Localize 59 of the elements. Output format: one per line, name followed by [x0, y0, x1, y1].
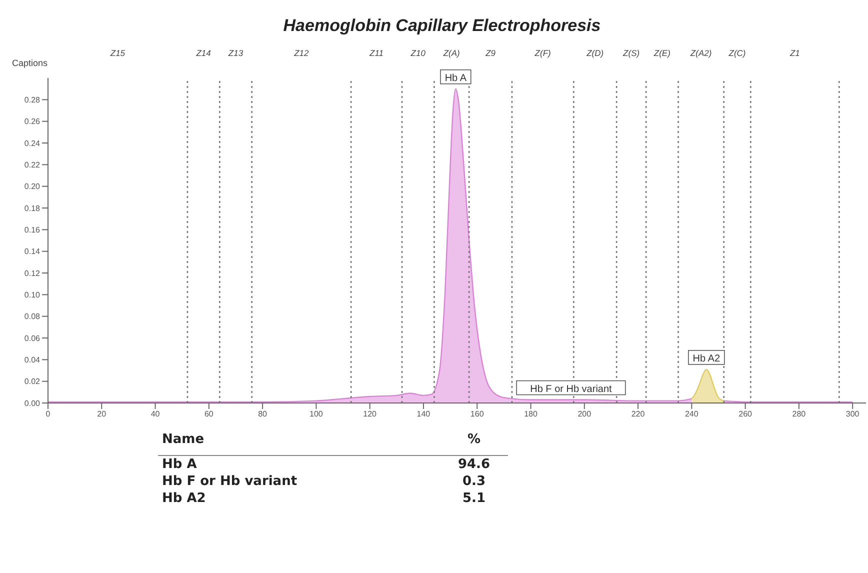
text: Z(F) — [534, 48, 552, 58]
text: Z13 — [227, 48, 244, 58]
text: Z(A2) — [689, 48, 712, 58]
text: Z(C) — [728, 48, 746, 58]
x-tick-label: 140 — [416, 410, 431, 419]
text: Z12 — [293, 48, 310, 58]
x-tick-label: 100 — [310, 410, 324, 419]
chart-title: Haemoglobin Capillary Electrophoresis — [282, 15, 602, 37]
y-tick-label: 0.26 — [24, 117, 41, 126]
y-tick-label: 0.10 — [24, 290, 41, 300]
annotation: Hb F or Hb variant — [530, 384, 612, 395]
text: % — [466, 432, 482, 447]
text: Captions — [12, 58, 48, 68]
y-tick-label: 0.00 — [24, 398, 41, 408]
x-tick-label: 60 — [204, 410, 214, 419]
text: Z15 — [109, 48, 126, 58]
x-tick-label: 200 — [578, 410, 592, 419]
annotation: Hb A — [444, 72, 467, 84]
x-tick-label: 20 — [97, 410, 107, 419]
y-tick-label: 0.12 — [24, 268, 41, 278]
y-tick-label: 0.08 — [24, 312, 41, 322]
x-tick-label: 180 — [524, 410, 538, 419]
y-tick-label: 0.24 — [24, 138, 41, 148]
y-tick-label: 0.14 — [24, 247, 41, 256]
y-tick-label: 0.02 — [24, 377, 41, 386]
data-label: 0.3 — [461, 474, 487, 489]
text: Z(E) — [652, 48, 671, 58]
text: Z(A) — [442, 48, 460, 58]
y-tick-label: 0.16 — [24, 226, 41, 235]
y-tick-label: 0.06 — [24, 334, 41, 343]
category-label: Hb A — [162, 457, 197, 472]
x-tick-label: 120 — [363, 410, 378, 419]
category-label: Hb F or Hb variant — [162, 474, 298, 489]
x-tick-label: 300 — [846, 410, 860, 419]
text: Z(D) — [586, 48, 604, 58]
x-tick-label: 160 — [470, 410, 484, 419]
x-tick-label: 40 — [150, 410, 160, 419]
x-tick-label: 260 — [738, 410, 753, 419]
text: Name — [162, 432, 204, 447]
y-tick-label: 0.04 — [24, 356, 41, 365]
text: Z(S) — [622, 48, 640, 58]
data-label: 94.6 — [456, 457, 492, 472]
annotation: Hb A2 — [692, 353, 720, 364]
x-tick-label: 220 — [631, 410, 646, 419]
text: Z11 — [368, 48, 384, 58]
y-tick-label: 0.18 — [24, 204, 41, 213]
text: Z14 — [195, 48, 212, 58]
text: Z1 — [788, 48, 800, 58]
y-tick-label: 0.20 — [24, 182, 41, 192]
x-tick-label: 240 — [684, 410, 699, 419]
x-tick-label: 0 — [46, 410, 51, 419]
data-label: 5.1 — [461, 491, 487, 506]
text: Z9 — [484, 48, 496, 58]
x-tick-label: 80 — [258, 410, 268, 419]
text: Z10 — [410, 48, 426, 58]
category-label: Hb A2 — [162, 491, 206, 506]
y-tick-label: 0.28 — [24, 96, 41, 105]
x-tick-label: 280 — [792, 410, 806, 419]
y-tick-label: 0.22 — [24, 160, 41, 170]
